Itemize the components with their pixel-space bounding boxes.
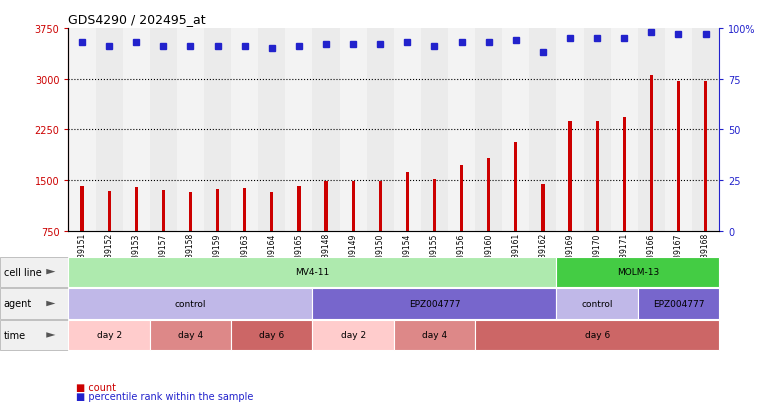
Bar [541,184,545,231]
Bar [68,29,96,231]
Text: day 6: day 6 [260,331,285,339]
Bar [189,192,192,231]
Text: EPZ004777: EPZ004777 [409,299,460,308]
Text: EPZ004777: EPZ004777 [653,299,704,308]
Bar [150,29,177,231]
Bar [421,29,448,231]
Text: time: time [4,330,26,340]
Bar [285,29,313,231]
Bar [270,192,273,231]
Text: agent: agent [4,299,32,309]
Bar [107,192,111,231]
Bar [556,29,584,231]
Bar [123,29,150,231]
Bar [433,180,436,231]
Text: day 4: day 4 [422,331,447,339]
Bar [610,29,638,231]
Bar [313,29,339,231]
Bar [665,29,692,231]
Bar [514,143,517,231]
Bar [502,29,530,231]
Bar [135,188,138,231]
Text: cell line: cell line [4,267,42,277]
Bar [243,189,247,231]
Bar [394,29,421,231]
Text: day 6: day 6 [584,331,610,339]
Bar [638,29,665,231]
Text: day 2: day 2 [97,331,122,339]
Bar [460,166,463,231]
Text: ■ percentile rank within the sample: ■ percentile rank within the sample [76,392,253,401]
Bar [487,159,490,231]
Bar [475,29,502,231]
Text: control: control [175,299,206,308]
Bar [584,29,610,231]
Text: day 4: day 4 [178,331,203,339]
Text: GDS4290 / 202495_at: GDS4290 / 202495_at [68,13,206,26]
Bar [677,81,680,231]
Bar [96,29,123,231]
Bar [81,186,84,231]
Bar [339,29,367,231]
Text: MV4-11: MV4-11 [295,268,330,276]
Bar [379,181,382,231]
Bar [367,29,394,231]
Bar [204,29,231,231]
Bar [650,76,653,231]
Bar [692,29,719,231]
Bar [704,82,707,231]
Bar [596,121,599,231]
Bar [622,118,626,231]
Bar [216,190,219,231]
Text: control: control [581,299,613,308]
Bar [448,29,475,231]
Bar [568,121,572,231]
Bar [530,29,556,231]
Bar [177,29,204,231]
Text: ■ count: ■ count [76,382,116,392]
Bar [352,181,355,231]
Bar [298,187,301,231]
Bar [231,29,258,231]
Bar [162,190,165,231]
Bar [258,29,285,231]
Bar [324,181,328,231]
Bar [406,173,409,231]
Text: day 2: day 2 [341,331,366,339]
Text: MOLM-13: MOLM-13 [616,268,659,276]
